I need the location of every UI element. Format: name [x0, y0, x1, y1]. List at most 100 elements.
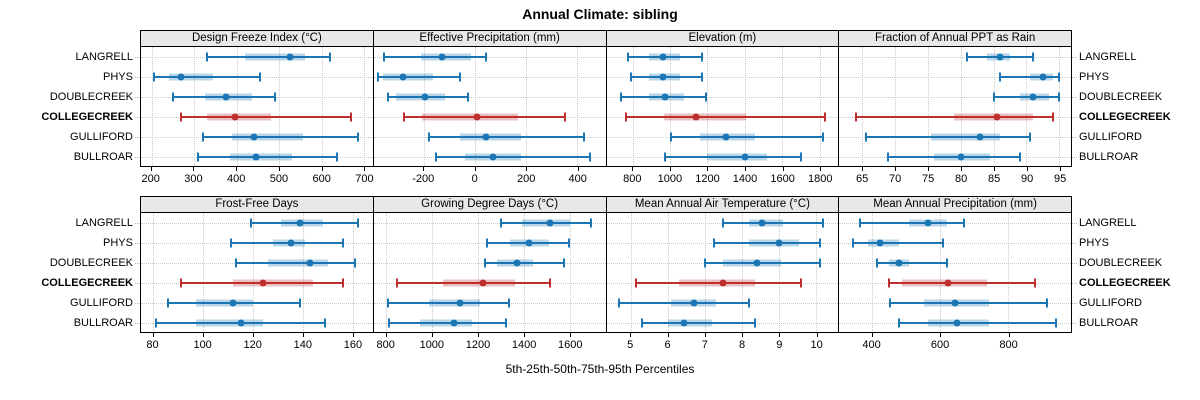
range-5-95-line: [202, 136, 358, 138]
gridline-vertical: [670, 47, 672, 166]
x-tick-mark: [352, 333, 354, 337]
percentile-bar-bullroar: [839, 313, 1071, 333]
whisker-cap: [966, 52, 969, 62]
range-25-75-band: [428, 299, 481, 307]
whisker-cap: [180, 112, 183, 122]
x-tick-mark: [895, 167, 897, 171]
site-label-bullroar: BULLROAR: [73, 151, 133, 163]
whisker-cap: [386, 92, 389, 102]
y-tick-stub: [135, 77, 140, 78]
x-tick-label: 95: [1053, 173, 1067, 185]
trellis-band-0: Design Freeze Index (°C) Effective Precip…: [135, 30, 1077, 193]
percentile-bar-doublecreek: [141, 253, 373, 273]
range-5-95-line: [855, 116, 1053, 118]
x-tick-label: 7: [701, 339, 708, 351]
percentile-bar-langrell: [839, 213, 1071, 233]
x-tick-mark: [1027, 167, 1029, 171]
range-25-75-band: [723, 259, 781, 267]
median-dot: [1039, 73, 1047, 81]
whisker-cap: [700, 72, 703, 82]
x-tick-mark: [364, 167, 366, 171]
x-tick-mark: [236, 167, 238, 171]
y-tick-stub: [135, 303, 140, 304]
panel-x-axis: 65 70 75 80 85 90 95: [839, 167, 1072, 193]
strip-row: Design Freeze Index (°C) Effective Precip…: [140, 30, 1072, 47]
site-label-bullroar: BULLROAR: [73, 317, 133, 329]
x-tick-label: 1200: [695, 173, 720, 185]
percentile-bar-langrell: [374, 213, 606, 233]
panel-strip-label: Mean Annual Air Temperature (°C): [634, 198, 810, 210]
gridline-vertical: [364, 47, 366, 166]
row-labels-left: LANGRELL PHYS DOUBLECREEK COLLEGECREEK GULLI…: [8, 47, 140, 167]
range-5-95-line: [888, 282, 1036, 284]
range-5-95-line: [626, 116, 826, 118]
y-tick-stub: [1072, 137, 1077, 138]
gridline-vertical: [151, 47, 153, 166]
y-tick-stub: [135, 263, 140, 264]
site-label-doublecreek: DOUBLECREEK: [1079, 91, 1163, 103]
gridline-vertical: [704, 213, 706, 332]
whisker-cap: [1034, 278, 1037, 288]
x-tick-label: 400: [862, 339, 881, 351]
whisker-cap: [329, 52, 332, 62]
x-tick-label: 90: [1020, 173, 1034, 185]
gridline-vertical: [236, 47, 238, 166]
x-tick-label: 400: [568, 173, 587, 185]
site-label-phys: PHYS: [103, 237, 133, 249]
range-25-75-band: [459, 133, 521, 141]
whisker-cap: [703, 258, 706, 268]
median-dot: [177, 73, 185, 81]
median-dot: [438, 53, 446, 61]
gridline-vertical: [819, 47, 821, 166]
median-dot: [953, 319, 961, 327]
range-25-75-band: [442, 279, 515, 287]
whisker-cap: [376, 72, 379, 82]
percentile-bar-langrell: [374, 47, 606, 67]
x-tick-label: 8: [739, 339, 746, 351]
y-tick-stub: [1072, 323, 1077, 324]
median-dot: [525, 239, 533, 247]
whisker-cap: [350, 112, 353, 122]
panel-strip: Mean Annual Precipitation (mm): [838, 196, 1072, 213]
range-5-95-line: [181, 116, 352, 118]
percentile-bar-doublecreek: [607, 87, 839, 107]
median-dot: [286, 53, 294, 61]
gridline-vertical: [352, 213, 354, 332]
median-dot: [680, 319, 688, 327]
panel-body: [605, 47, 840, 167]
median-dot: [287, 239, 295, 247]
x-tick-mark: [782, 167, 784, 171]
gridline-vertical: [279, 47, 281, 166]
panel-strip: Mean Annual Air Temperature (°C): [605, 196, 840, 213]
percentile-bar-phys: [607, 67, 839, 87]
whisker-cap: [887, 152, 890, 162]
whisker-cap: [563, 112, 566, 122]
x-tick-label: 1800: [807, 173, 833, 185]
percentile-bar-collegecreek: [141, 273, 373, 293]
range-25-75-band: [195, 299, 254, 307]
percentile-bar-gulliford: [141, 293, 373, 313]
range-5-95-line: [865, 136, 1030, 138]
x-tick-label: 70: [888, 173, 902, 185]
y-tick-stub: [135, 137, 140, 138]
y-tick-stub: [1072, 117, 1077, 118]
site-label-langrell: LANGRELL: [75, 51, 133, 63]
range-5-95-line: [890, 302, 1048, 304]
gridline-vertical: [862, 47, 864, 166]
median-dot: [252, 153, 260, 161]
row-labels-right: LANGRELL PHYS DOUBLECREEK COLLEGECREEK GULLI…: [1072, 47, 1200, 167]
gridline-horizontal: [839, 243, 1071, 244]
site-label-gulliford: GULLIFORD: [70, 131, 133, 143]
whisker-cap: [1028, 132, 1031, 142]
median-dot: [719, 279, 727, 287]
range-5-95-line: [876, 262, 947, 264]
median-dot: [482, 133, 490, 141]
gridline-vertical: [778, 213, 780, 332]
panel-strip: Frost-Free Days: [140, 196, 374, 213]
range-5-95-line: [670, 136, 824, 138]
whisker-cap: [273, 92, 276, 102]
x-tick-mark: [632, 167, 634, 171]
whisker-cap: [897, 318, 900, 328]
y-tick-stub: [1072, 223, 1077, 224]
